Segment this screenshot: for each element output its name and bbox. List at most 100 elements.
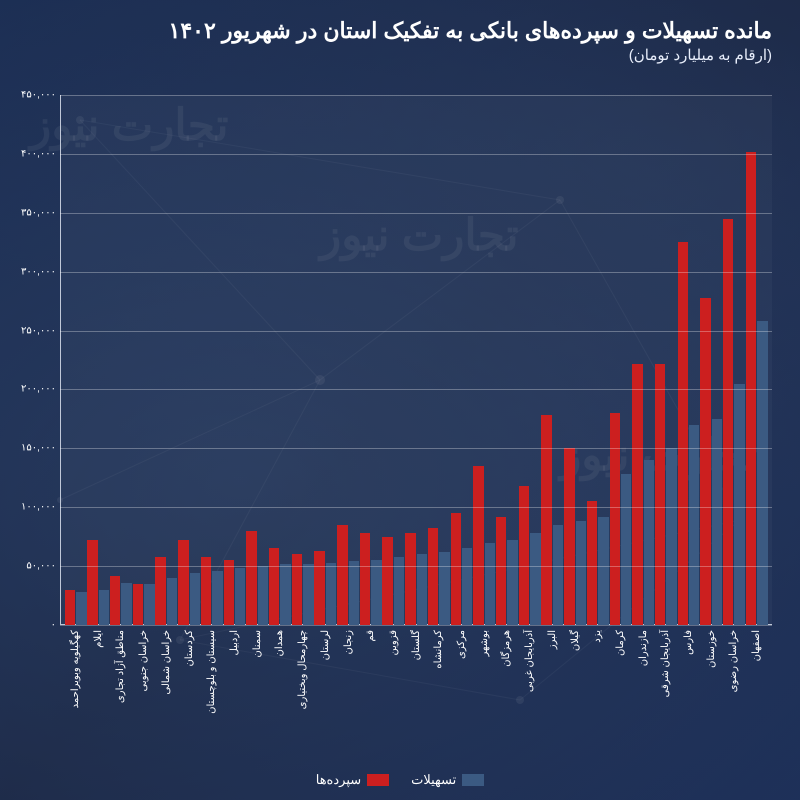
- bar: [428, 528, 438, 625]
- bar: [462, 548, 472, 625]
- grid-line: [60, 213, 772, 214]
- x-tick-label: خراسان جنوبی: [138, 630, 149, 692]
- bar: [655, 364, 665, 625]
- bar: [133, 584, 143, 625]
- chart-title: مانده تسهیلات و سپرده‌های بانکی به تفکیک…: [169, 18, 773, 44]
- y-tick-label: ۲۰۰,۰۰۰: [6, 384, 56, 395]
- bar: [110, 576, 120, 625]
- bar: [99, 590, 109, 625]
- x-tick-label: کرمانشاه: [433, 630, 444, 669]
- legend-label: سپرده‌ها: [316, 772, 361, 788]
- x-tick-label: سیستان و بلوچستان: [206, 630, 217, 714]
- grid-line: [60, 566, 772, 567]
- bar: [757, 321, 767, 625]
- bar-group: [450, 95, 473, 625]
- bar: [144, 584, 154, 625]
- bar-group: [314, 95, 337, 625]
- x-tick-label: مناطق آزاد تجاری: [115, 630, 126, 703]
- x-tick-label: گلستان: [411, 630, 422, 660]
- x-tick-label: خراسان شمالی: [161, 630, 172, 695]
- bar: [360, 533, 370, 625]
- y-tick-label: ۴۵۰,۰۰۰: [6, 90, 56, 101]
- legend-item-deposits: سپرده‌ها: [316, 772, 389, 788]
- x-tick-label: ایلام: [93, 630, 104, 648]
- grid-line: [60, 625, 772, 626]
- y-tick-label: ۳۵۰,۰۰۰: [6, 207, 56, 218]
- legend: تسهیلات سپرده‌ها: [0, 772, 800, 788]
- x-tick-label: لرستان: [320, 630, 331, 660]
- bar: [178, 540, 188, 625]
- bar: [121, 583, 131, 625]
- bar: [303, 564, 313, 625]
- bar: [314, 551, 324, 625]
- x-tick-label: خوزستان: [706, 630, 717, 668]
- chart-subtitle: (ارقام به میلیارد تومان): [169, 46, 773, 64]
- bar: [678, 242, 688, 625]
- bar: [224, 560, 234, 625]
- y-tick-label: ۲۵۰,۰۰۰: [6, 325, 56, 336]
- x-tick-label: قزوین: [388, 630, 399, 656]
- y-tick-label: ۵۰,۰۰۰: [6, 561, 56, 572]
- bar: [258, 566, 268, 625]
- bar: [212, 571, 222, 625]
- bar: [451, 513, 461, 625]
- bar-group: [110, 95, 133, 625]
- bar: [621, 474, 631, 625]
- x-tick-label: چهارمحال وبختیاری: [297, 630, 308, 709]
- x-tick-label: فارس: [683, 630, 694, 655]
- grid-line: [60, 507, 772, 508]
- legend-swatch: [462, 774, 484, 786]
- grid-line: [60, 389, 772, 390]
- bar-group: [87, 95, 110, 625]
- bar: [644, 460, 654, 625]
- bar-group: [337, 95, 360, 625]
- bar-group: [405, 95, 428, 625]
- grid-line: [60, 154, 772, 155]
- x-tick-label: اصفهان: [751, 630, 762, 661]
- bar: [167, 578, 177, 625]
- bar: [576, 521, 586, 625]
- x-tick-label: اردبیل: [229, 630, 240, 655]
- bar: [65, 590, 75, 625]
- x-tick-label: مرکزی: [456, 630, 467, 659]
- bar-group: [427, 95, 450, 625]
- bar: [190, 573, 200, 625]
- bar: [405, 533, 415, 625]
- grid-line: [60, 95, 772, 96]
- bar-group: [677, 95, 700, 625]
- bar: [496, 517, 506, 625]
- y-tick-label: ۱۵۰,۰۰۰: [6, 443, 56, 454]
- bar: [553, 525, 563, 625]
- x-tick-label: هرمزگان: [501, 630, 512, 667]
- bar: [280, 564, 290, 625]
- bar: [235, 568, 245, 625]
- chart-plot-area: ۰۵۰,۰۰۰۱۰۰,۰۰۰۱۵۰,۰۰۰۲۰۰,۰۰۰۲۵۰,۰۰۰۳۰۰,۰…: [60, 95, 772, 625]
- bar: [371, 560, 381, 625]
- bar: [76, 592, 86, 625]
- bar: [712, 419, 722, 625]
- bar-group: [223, 95, 246, 625]
- bar: [666, 448, 676, 625]
- bar-group: [518, 95, 541, 625]
- bar: [485, 543, 495, 625]
- bar-group: [586, 95, 609, 625]
- bar-group: [473, 95, 496, 625]
- bar-group: [178, 95, 201, 625]
- bar-group: [496, 95, 519, 625]
- bar-group: [132, 95, 155, 625]
- y-tick-label: ۰: [6, 620, 56, 631]
- bar: [87, 540, 97, 625]
- y-tick-label: ۳۰۰,۰۰۰: [6, 266, 56, 277]
- x-tick-label: یزد: [592, 630, 603, 643]
- bar-group: [291, 95, 314, 625]
- bar: [292, 554, 302, 625]
- bar-group: [723, 95, 746, 625]
- bar: [337, 525, 347, 625]
- x-tick-label: آذربایجان شرقی: [660, 630, 671, 697]
- bar: [349, 561, 359, 625]
- bar: [473, 466, 483, 625]
- bar-group: [609, 95, 632, 625]
- x-axis-labels: اصفهانخراسان رضویخوزستانفارسآذربایجان شر…: [60, 630, 772, 760]
- x-tick-label: کردستان: [184, 630, 195, 667]
- bar-group: [246, 95, 269, 625]
